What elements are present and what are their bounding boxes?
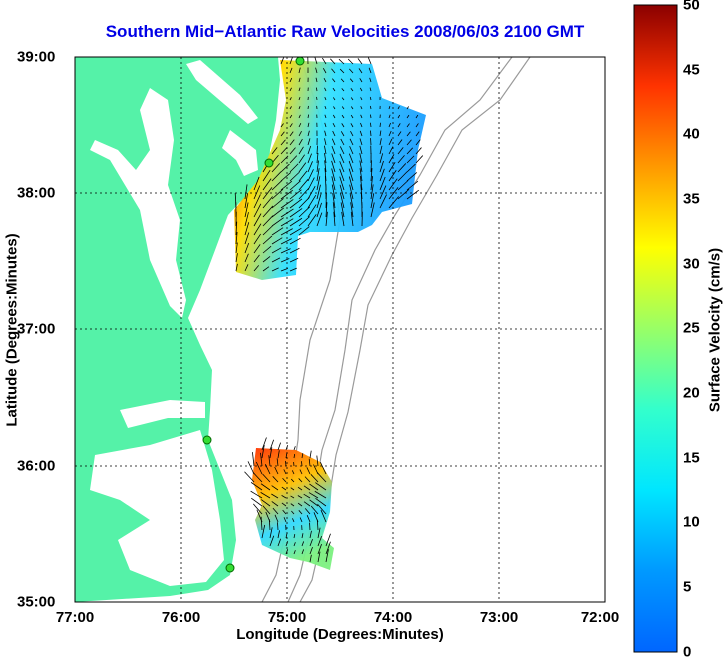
colorbar-tick-label: 0 [683,644,691,661]
colorbar-tick-label: 40 [683,126,700,143]
x-tick-label: 76:00 [162,609,200,626]
colorbar-label: Surface Velocity (cm/s) [707,248,724,412]
y-tick-label: 37:00 [17,321,55,338]
colorbar-tick-label: 15 [683,450,700,467]
colorbar-tick-label: 10 [683,514,700,531]
y-tick-label: 38:00 [17,185,55,202]
colorbar-tick-label: 35 [683,191,700,208]
y-tick-label: 35:00 [17,594,55,611]
colorbar-tick-label: 50 [683,0,700,14]
x-axis-label: Longitude (Degrees:Minutes) [75,626,605,643]
y-tick-label: 39:00 [17,49,55,66]
colorbar-tick-label: 45 [683,62,700,79]
x-tick-label: 77:00 [56,609,94,626]
colorbar-tick-label: 5 [683,579,691,596]
colorbar-tick-label: 25 [683,320,700,337]
y-tick-label: 36:00 [17,458,55,475]
x-tick-label: 72:00 [581,609,619,626]
x-tick-label: 73:00 [480,609,518,626]
y-axis-label: Latitude (Degrees:Minutes) [4,233,21,426]
x-tick-label: 74:00 [374,609,412,626]
x-tick-label: 75:00 [268,609,306,626]
colorbar-tick-label: 30 [683,256,700,273]
colorbar-tick-label: 20 [683,385,700,402]
